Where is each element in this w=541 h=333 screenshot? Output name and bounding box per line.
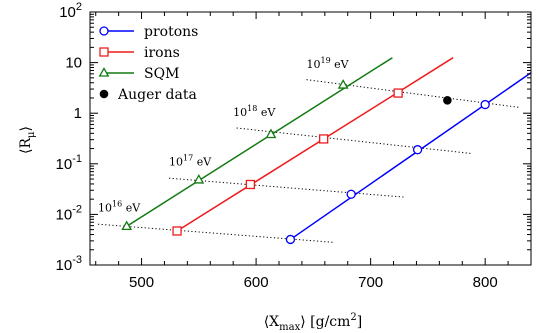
legend-label: irons	[144, 45, 180, 61]
x-axis-label: ⟨Xmax⟩ [g/cm2]	[264, 312, 363, 333]
y-tick-label: 10-1	[56, 153, 82, 173]
data-point	[121, 220, 133, 231]
energy-label-base: 10	[98, 201, 112, 214]
x-tick-label: 500	[129, 274, 154, 291]
energy-label-base: 10	[306, 58, 320, 71]
x-tick-label: 800	[473, 274, 498, 291]
plot-frame	[89, 11, 532, 266]
data-point	[412, 145, 423, 155]
y-tick-label: 10-3	[56, 254, 82, 274]
energy-label-unit: eV	[331, 58, 350, 71]
data-point	[319, 134, 329, 144]
energy-label-base: 10	[169, 156, 183, 169]
legend-label: SQM	[144, 66, 179, 82]
y-tick-base: 10	[56, 257, 73, 274]
x-tick-label: 700	[358, 274, 383, 291]
data-point	[99, 26, 109, 36]
data-point	[265, 128, 277, 139]
data-point	[337, 79, 349, 89]
data-point	[172, 226, 182, 236]
energy-label-exponent: 16	[112, 199, 122, 208]
legend: protons irons SQM Auger data	[98, 24, 198, 103]
legend-label: Auger data	[117, 87, 197, 103]
data-point	[245, 179, 256, 190]
data-point	[285, 234, 296, 245]
y-tick-exponent: 2	[76, 1, 82, 13]
energy-label: 1017 eV	[169, 154, 212, 169]
x-tick-label: 600	[244, 274, 269, 291]
energy-label: 1018 eV	[233, 104, 276, 119]
y-tick-exponent: -2	[72, 203, 82, 215]
energy-label: 1019 eV	[306, 56, 349, 71]
y-tick-base: 10	[56, 156, 73, 173]
y-tick-base: 10	[56, 206, 73, 223]
energy-label-unit: eV	[193, 156, 212, 169]
y-tick-base: 1	[74, 105, 82, 122]
legend-label: protons	[144, 24, 198, 40]
energy-label-unit: eV	[122, 201, 141, 214]
y-tick-label: 10	[65, 55, 82, 72]
data-point	[98, 67, 110, 77]
data-point	[99, 47, 109, 57]
data-point	[346, 189, 356, 199]
series-line	[176, 57, 454, 232]
energy-label-base: 10	[233, 106, 247, 119]
energy-label-exponent: 18	[247, 104, 257, 113]
data-point	[393, 88, 403, 98]
y-tick-label: 10-2	[56, 203, 82, 223]
y-tick-base: 10	[65, 55, 82, 72]
energy-label-unit: eV	[257, 106, 276, 119]
energy-label-exponent: 17	[183, 154, 193, 163]
y-tick-base: 10	[59, 4, 76, 21]
y-tick-exponent: -3	[72, 254, 82, 266]
series-line	[126, 57, 393, 228]
series-line	[290, 72, 531, 241]
energy-label-exponent: 19	[320, 56, 330, 65]
data-point	[193, 174, 205, 184]
y-tick-label: 1	[74, 105, 82, 122]
data-point	[99, 89, 109, 99]
y-axis-label: ⟨Rμ⟩	[18, 126, 37, 154]
y-tick-exponent: -1	[72, 153, 82, 165]
plot-area	[97, 57, 531, 245]
energy-line	[168, 177, 404, 198]
y-tick-label: 102	[59, 1, 82, 21]
energy-label: 1016 eV	[98, 199, 141, 214]
data-point	[443, 95, 452, 105]
data-point	[480, 99, 490, 110]
